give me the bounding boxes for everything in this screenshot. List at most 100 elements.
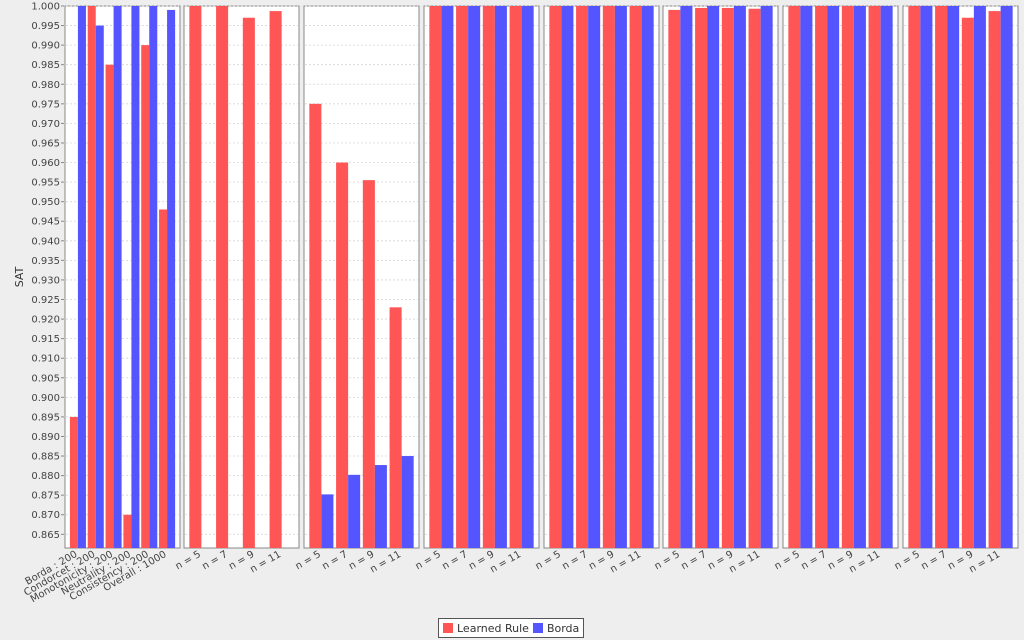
bar-borda-n-11 [880, 6, 893, 548]
bar-borda-borda-200 [77, 6, 86, 548]
bar-learned-rule-n-5 [429, 6, 442, 548]
bar-learned-rule-n-11 [988, 11, 1001, 549]
x-tick-label: n = 5 [653, 549, 682, 572]
bar-learned-rule-n-5 [908, 6, 921, 548]
bar-learned-rule-n-7 [935, 6, 948, 548]
y-tick-label: 0.980 [31, 80, 60, 91]
bar-learned-rule-n-9 [841, 6, 854, 548]
y-tick-label: 0.975 [31, 99, 60, 110]
y-tick-label: 0.890 [31, 432, 60, 443]
chart-panel-4: n = 5n = 7n = 9n = 11 [414, 5, 540, 576]
bar-learned-rule-n-11 [748, 8, 761, 548]
bar-borda-n-9 [853, 6, 866, 548]
x-tick-label: n = 7 [440, 549, 469, 572]
bar-borda-monotonicity-200 [113, 6, 122, 548]
legend-swatch-learned-rule [443, 623, 453, 633]
bar-learned-rule-n-9 [242, 17, 255, 549]
bar-learned-rule-n-7 [216, 6, 229, 548]
y-axis-label: SAT [13, 266, 26, 287]
x-tick-label: n = 5 [893, 549, 922, 572]
y-tick-label: 0.920 [31, 315, 60, 326]
bar-learned-rule-consistency-200 [141, 45, 150, 548]
bar-borda-condorcet-200 [95, 25, 104, 549]
x-tick-label: n = 11 [248, 549, 283, 575]
y-tick-label: 1.000 [31, 2, 60, 13]
legend-item-learned-rule: Learned Rule [443, 622, 529, 635]
bar-learned-rule-borda-200 [69, 416, 78, 548]
legend-label-borda: Borda [546, 621, 580, 635]
bar-borda-n-5 [561, 6, 574, 548]
bar-learned-rule-n-5 [549, 6, 562, 548]
bar-borda-n-9 [733, 6, 746, 548]
y-tick-label: 0.905 [31, 373, 60, 384]
bar-borda-n-9 [614, 6, 627, 548]
bar-borda-n-9 [494, 6, 507, 548]
bar-borda-n-11 [641, 6, 654, 548]
bar-learned-rule-n-5 [788, 6, 801, 548]
bar-learned-rule-n-11 [868, 6, 881, 548]
bar-borda-n-9 [374, 465, 387, 548]
bar-borda-n-5 [441, 6, 454, 548]
y-tick-label: 0.965 [31, 138, 60, 149]
bar-borda-n-11 [401, 456, 414, 548]
chart-panel-8: n = 5n = 7n = 9n = 11 [893, 5, 1019, 576]
x-tick-label: n = 5 [534, 549, 563, 572]
y-tick-label: 0.955 [31, 178, 60, 189]
bar-borda-n-5 [920, 6, 933, 548]
chart-panel-2: n = 5n = 7n = 9n = 11 [174, 5, 300, 576]
bar-learned-rule-n-9 [602, 6, 615, 548]
y-tick-label: 0.915 [31, 334, 60, 345]
y-tick-label: 0.970 [31, 119, 60, 130]
legend-swatch-borda [532, 623, 543, 633]
bar-learned-rule-n-9 [961, 17, 974, 549]
y-tick-label: 0.940 [31, 236, 60, 247]
y-tick-label: 0.865 [31, 530, 60, 541]
y-tick-label: 0.990 [31, 41, 60, 52]
y-tick-label: 0.995 [31, 21, 60, 32]
x-tick-label: n = 7 [679, 549, 708, 572]
x-tick-label: n = 11 [488, 549, 523, 575]
bar-borda-n-5 [321, 494, 334, 548]
y-tick-label: 0.875 [31, 491, 60, 502]
chart-legend: Learned Rule Borda [438, 618, 585, 638]
chart-panel-3: n = 5n = 7n = 9n = 11 [294, 5, 420, 576]
x-tick-label: n = 7 [799, 549, 828, 572]
y-tick-label: 0.895 [31, 412, 60, 423]
x-tick-label: n = 5 [174, 549, 203, 572]
bar-learned-rule-overall-1000 [159, 209, 168, 549]
bar-learned-rule-n-11 [389, 307, 402, 548]
chart-panel-5: n = 5n = 7n = 9n = 11 [534, 5, 660, 576]
y-tick-label: 0.910 [31, 354, 60, 365]
x-tick-label: n = 7 [320, 549, 349, 572]
x-tick-label: n = 11 [967, 549, 1002, 575]
bar-borda-consistency-200 [149, 6, 158, 548]
y-tick-label: 0.930 [31, 275, 60, 286]
bar-borda-n-7 [707, 6, 720, 548]
x-tick-label: n = 11 [608, 549, 643, 575]
x-tick-label: n = 5 [414, 549, 443, 572]
bar-learned-rule-n-9 [362, 180, 375, 548]
x-tick-label: n = 11 [727, 549, 762, 575]
bar-borda-n-11 [521, 6, 534, 548]
bar-learned-rule-n-9 [482, 6, 495, 548]
y-axis-ticks: 1.000 0.995 0.990 0.985 0.980 0.975 0.970 0.965… [31, 2, 64, 541]
y-tick-label: 0.945 [31, 217, 60, 228]
x-tick-label: n = 7 [919, 549, 948, 572]
bar-borda-n-5 [680, 6, 693, 548]
bar-borda-overall-1000 [167, 9, 176, 549]
x-tick-label: n = 5 [773, 549, 802, 572]
y-tick-label: 0.880 [31, 471, 60, 482]
y-tick-label: 0.870 [31, 510, 60, 521]
bar-borda-n-7 [348, 474, 361, 548]
bar-borda-neutrality-200 [131, 6, 140, 548]
bar-learned-rule-n-11 [509, 6, 522, 548]
bar-learned-rule-n-5 [309, 103, 322, 549]
bar-learned-rule-n-7 [576, 6, 589, 548]
bar-learned-rule-n-7 [336, 162, 349, 548]
y-tick-label: 0.935 [31, 256, 60, 267]
x-tick-label: n = 11 [368, 549, 403, 575]
bar-borda-n-7 [468, 6, 481, 548]
bar-learned-rule-monotonicity-200 [105, 64, 114, 548]
